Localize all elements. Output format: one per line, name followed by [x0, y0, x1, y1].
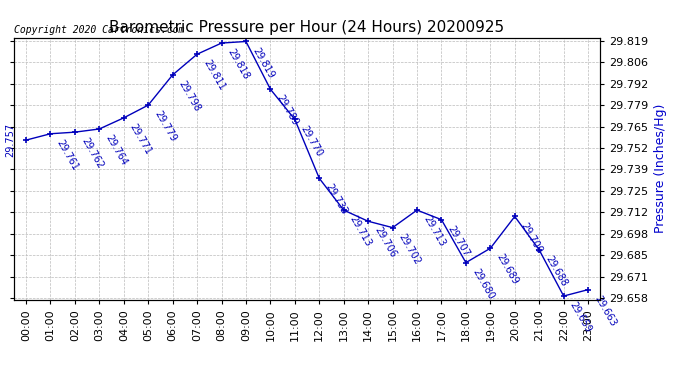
- Text: 29.713: 29.713: [421, 214, 447, 249]
- Text: 29.709: 29.709: [519, 220, 544, 255]
- Text: 29.779: 29.779: [152, 109, 178, 144]
- Text: 29.689: 29.689: [495, 252, 520, 287]
- Text: 29.771: 29.771: [128, 122, 154, 156]
- Text: 29.713: 29.713: [348, 214, 373, 249]
- Text: 29.733: 29.733: [324, 183, 349, 217]
- Y-axis label: Pressure (Inches/Hg): Pressure (Inches/Hg): [654, 104, 667, 233]
- Text: 29.757: 29.757: [5, 123, 15, 157]
- Text: 29.818: 29.818: [226, 47, 251, 81]
- Text: 29.819: 29.819: [250, 46, 276, 80]
- Text: 29.789: 29.789: [275, 93, 300, 128]
- Text: 29.764: 29.764: [104, 133, 129, 168]
- Text: 29.688: 29.688: [543, 254, 569, 288]
- Title: Barometric Pressure per Hour (24 Hours) 20200925: Barometric Pressure per Hour (24 Hours) …: [110, 20, 504, 35]
- Text: 29.663: 29.663: [592, 294, 618, 328]
- Text: 29.770: 29.770: [299, 124, 325, 158]
- Text: 29.761: 29.761: [55, 138, 80, 172]
- Text: 29.659: 29.659: [568, 300, 593, 334]
- Text: 29.811: 29.811: [201, 58, 227, 93]
- Text: 29.762: 29.762: [79, 136, 105, 171]
- Text: 29.680: 29.680: [470, 267, 495, 301]
- Text: 29.702: 29.702: [397, 232, 422, 266]
- Text: 29.706: 29.706: [373, 225, 398, 260]
- Text: 29.707: 29.707: [446, 224, 471, 258]
- Text: 29.798: 29.798: [177, 79, 202, 113]
- Text: Copyright 2020 Cartronics.com: Copyright 2020 Cartronics.com: [14, 25, 184, 35]
